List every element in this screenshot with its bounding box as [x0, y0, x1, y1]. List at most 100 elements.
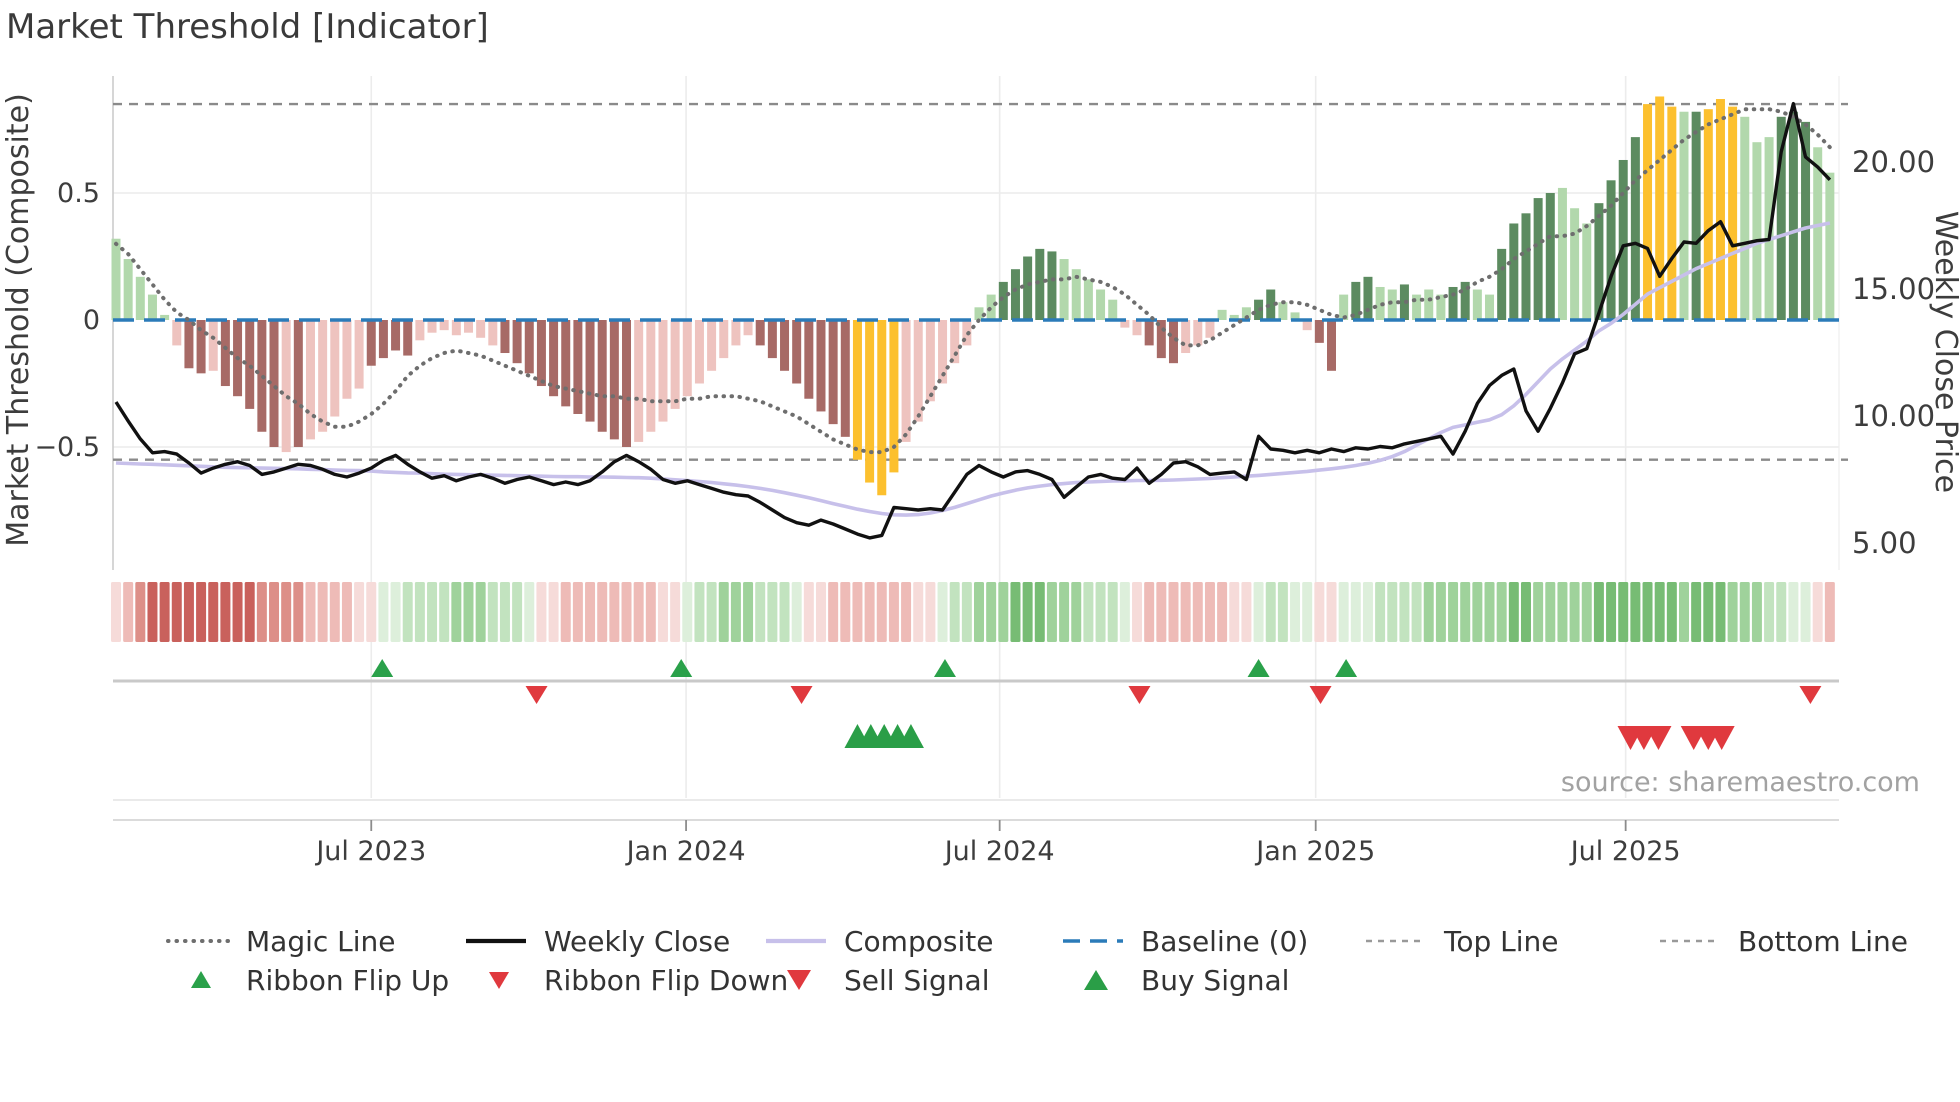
histogram-bar: [1302, 320, 1312, 331]
magic-line: [114, 107, 1832, 455]
histogram-bar: [1533, 198, 1543, 320]
histogram-bar: [463, 320, 473, 333]
ribbon-cell: [572, 582, 583, 642]
histogram-bar: [1156, 320, 1166, 359]
ribbon-cell: [1472, 582, 1483, 642]
legend-label: Baseline (0): [1141, 925, 1308, 958]
ribbon-cell: [1277, 582, 1288, 642]
histogram-bar: [1096, 289, 1106, 320]
line-layer: [114, 101, 1832, 540]
histogram-bar: [208, 320, 218, 371]
ribbon-cell: [670, 582, 681, 642]
ribbon-cell: [281, 582, 292, 642]
right-axis-label: Weekly Close Price: [1928, 211, 1960, 493]
histogram-bar: [609, 320, 619, 440]
histogram-bar: [269, 320, 279, 447]
histogram-bar: [901, 320, 911, 442]
ribbon-cell: [840, 582, 851, 642]
histogram-bar: [646, 320, 656, 432]
histogram-bar: [767, 320, 777, 359]
histogram-bar: [852, 320, 862, 460]
histogram-bar: [1460, 281, 1470, 320]
composite-line: [115, 221, 1831, 517]
ribbon-cell: [1095, 582, 1106, 642]
ribbon-cell: [1059, 582, 1070, 642]
histogram-bar: [865, 320, 875, 483]
histogram-bar: [293, 320, 303, 447]
histogram-bar: [670, 320, 680, 409]
ribbon-cell: [1071, 582, 1082, 642]
ribbon-flip-up-marker: [1335, 659, 1358, 677]
histogram-bar: [913, 320, 923, 422]
ribbon-cell: [1764, 582, 1775, 642]
ribbon-cell: [1715, 582, 1726, 642]
ribbon-cell: [1545, 582, 1556, 642]
ribbon-cell: [1265, 582, 1276, 642]
histogram-bar: [439, 320, 449, 331]
ribbon-cell: [888, 582, 899, 642]
histogram-bar: [1472, 289, 1482, 320]
ribbon-cell: [1168, 582, 1179, 642]
ribbon-cell: [208, 582, 219, 642]
histogram-bar: [682, 320, 692, 397]
ribbon-cell: [548, 582, 559, 642]
histogram-bar: [634, 320, 644, 442]
histogram-bar: [1193, 320, 1203, 346]
histogram-bar: [1582, 223, 1592, 320]
histogram-bar: [378, 320, 388, 359]
histogram-bar: [1412, 294, 1422, 320]
histogram-bar: [1083, 279, 1093, 320]
histogram-bar: [318, 320, 328, 432]
ribbon-cell: [512, 582, 523, 642]
histogram-bar: [184, 320, 194, 369]
ribbon-cell: [1107, 582, 1118, 642]
histogram-bar: [123, 259, 133, 320]
legend-label: Bottom Line: [1738, 925, 1908, 958]
histogram-bar: [561, 320, 571, 407]
histogram-bar: [585, 320, 595, 422]
ribbon-cell: [366, 582, 377, 642]
histogram-bar: [1035, 248, 1045, 320]
ribbon-cell: [499, 582, 510, 642]
histogram-bar: [427, 320, 437, 333]
histogram-bar: [330, 320, 340, 417]
ribbon-cell: [487, 582, 498, 642]
ribbon-cell: [1800, 582, 1811, 642]
histogram-bar: [974, 307, 984, 320]
right-tick-label: 10.00: [1852, 399, 1935, 433]
histogram-bar: [1181, 320, 1191, 354]
ribbon-cell: [1338, 582, 1349, 642]
ribbon-cell: [378, 582, 389, 642]
ribbon-cell: [1630, 582, 1641, 642]
histogram-bar: [1740, 116, 1750, 320]
ribbon-cell: [743, 582, 754, 642]
histogram-bar: [1132, 320, 1142, 336]
ribbon-cell: [147, 582, 158, 642]
ribbon-cell: [1824, 582, 1835, 642]
histogram-bar: [1557, 187, 1567, 320]
ribbon-cell: [305, 582, 316, 642]
ribbon-cell: [1642, 582, 1653, 642]
ribbon-cell: [1144, 582, 1155, 642]
histogram-bar: [1351, 281, 1361, 320]
ribbon-flip-up-marker: [1247, 659, 1270, 677]
histogram-bar: [1424, 289, 1434, 320]
ribbon-cell: [329, 582, 340, 642]
histogram-bar: [172, 320, 182, 346]
buy-signal-marker: [897, 724, 924, 748]
ribbon-cell: [1727, 582, 1738, 642]
ribbon-cell: [1557, 582, 1568, 642]
axis-layer: Jul 2023 Jan 2024 Jul 2024 Jan 2025 Jul 2025…: [34, 145, 1935, 867]
histogram-bar: [804, 320, 814, 399]
ribbon-cell: [463, 582, 474, 642]
ribbon-cell: [694, 582, 705, 642]
histogram-bar: [743, 320, 753, 336]
histogram-bar: [1703, 109, 1713, 321]
histogram-bar: [877, 320, 887, 496]
ribbon-flip-up-marker: [371, 659, 394, 677]
grid-layer: [112, 76, 1840, 798]
ribbon-cell: [256, 582, 267, 642]
ribbon-cell: [232, 582, 243, 642]
ribbon-cell: [767, 582, 778, 642]
